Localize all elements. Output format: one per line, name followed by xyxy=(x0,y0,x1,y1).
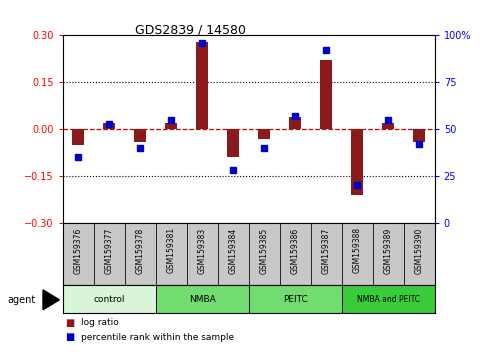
Polygon shape xyxy=(43,290,59,310)
Text: GSM159388: GSM159388 xyxy=(353,227,362,274)
Bar xyxy=(351,129,363,195)
Bar xyxy=(249,223,280,285)
Text: GSM159383: GSM159383 xyxy=(198,227,207,274)
Text: GDS2839 / 14580: GDS2839 / 14580 xyxy=(135,23,246,36)
Text: GSM159389: GSM159389 xyxy=(384,227,393,274)
Text: PEITC: PEITC xyxy=(283,295,308,304)
Bar xyxy=(404,223,435,285)
Bar xyxy=(342,285,435,313)
Text: GSM159387: GSM159387 xyxy=(322,227,331,274)
Text: percentile rank within the sample: percentile rank within the sample xyxy=(81,332,234,342)
Text: GSM159378: GSM159378 xyxy=(136,227,145,274)
Bar xyxy=(382,123,395,129)
Bar xyxy=(342,223,373,285)
Text: GSM159390: GSM159390 xyxy=(415,227,424,274)
Bar xyxy=(280,223,311,285)
Text: GSM159377: GSM159377 xyxy=(105,227,114,274)
Bar xyxy=(187,223,218,285)
Text: log ratio: log ratio xyxy=(81,318,119,327)
Text: ■: ■ xyxy=(65,332,74,342)
Bar xyxy=(196,42,209,129)
Bar xyxy=(249,285,342,313)
Bar xyxy=(165,123,177,129)
Bar xyxy=(413,129,426,142)
Bar xyxy=(156,223,187,285)
Text: control: control xyxy=(94,295,125,304)
Bar xyxy=(227,129,240,157)
Text: NMBA and PEITC: NMBA and PEITC xyxy=(357,295,420,304)
Bar xyxy=(94,223,125,285)
Bar xyxy=(134,129,146,142)
Text: ■: ■ xyxy=(65,318,74,328)
Bar xyxy=(258,129,270,138)
Bar xyxy=(103,123,115,129)
Bar xyxy=(63,223,94,285)
Bar xyxy=(72,129,85,145)
Bar xyxy=(311,223,342,285)
Text: GSM159381: GSM159381 xyxy=(167,227,176,274)
Bar xyxy=(63,285,156,313)
Bar xyxy=(289,117,301,129)
Text: GSM159386: GSM159386 xyxy=(291,227,300,274)
Bar xyxy=(320,61,332,129)
Text: GSM159376: GSM159376 xyxy=(74,227,83,274)
Bar xyxy=(156,285,249,313)
Bar xyxy=(125,223,156,285)
Bar xyxy=(218,223,249,285)
Text: GSM159384: GSM159384 xyxy=(229,227,238,274)
Text: GSM159385: GSM159385 xyxy=(260,227,269,274)
Text: agent: agent xyxy=(7,295,35,305)
Bar xyxy=(373,223,404,285)
Text: NMBA: NMBA xyxy=(189,295,215,304)
